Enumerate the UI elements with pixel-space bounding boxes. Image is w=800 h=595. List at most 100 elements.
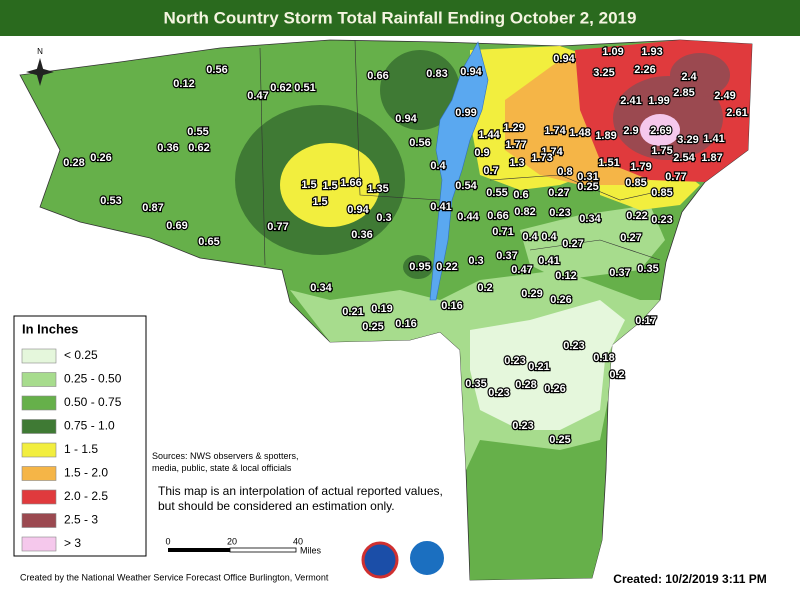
created-time: Created: 10/2/2019 3:11 PM: [613, 572, 766, 586]
station-value: 1.41: [703, 133, 724, 145]
legend-label: 0.50 - 0.75: [64, 395, 122, 409]
station-value: 0.6: [513, 189, 528, 201]
station-value: 0.2: [477, 282, 492, 294]
legend-swatch: [21, 419, 57, 434]
station-value: 0.31: [577, 171, 598, 183]
credit: Created by the National Weather Service …: [20, 572, 329, 582]
compass: [26, 58, 54, 86]
county-line: [354, 39, 441, 201]
station-value: 0.65: [198, 236, 219, 248]
station-value: 0.27: [548, 187, 569, 199]
station-value: 0.36: [157, 142, 178, 154]
station-value: 2.54: [673, 152, 695, 164]
station-value: 1.66: [340, 177, 361, 189]
scale-label: 0: [165, 536, 170, 546]
station-value: 0.12: [555, 270, 576, 282]
station-value: 0.44: [457, 211, 479, 223]
county-line: [529, 239, 661, 261]
station-value: 0.7: [483, 165, 498, 177]
station-value: 3.25: [593, 67, 614, 79]
station-value: 0.18: [593, 352, 614, 364]
station-value: 0.27: [620, 232, 641, 244]
created-box: [598, 571, 794, 589]
station-value: 0.85: [651, 187, 672, 199]
station-value: 0.94: [347, 204, 369, 216]
station-value: 0.94: [395, 113, 417, 125]
station-value: 0.21: [528, 361, 549, 373]
station-value: 0.99: [455, 107, 476, 119]
station-value: 0.22: [436, 261, 457, 273]
legend-swatch: [21, 513, 57, 528]
legend-swatch: [21, 536, 57, 552]
station-value: 0.26: [550, 294, 571, 306]
station-value: 0.23: [504, 355, 525, 367]
legend-label: 0.25 - 0.50: [64, 372, 122, 386]
legend-label: < 0.25: [64, 348, 98, 362]
station-value: 0.19: [371, 303, 392, 315]
station-value: 0.87: [142, 202, 163, 214]
legend-label: > 3: [64, 536, 81, 550]
station-value: 0.77: [267, 221, 288, 233]
station-value: 0.71: [492, 226, 513, 238]
legend-label: 1.5 - 2.0: [64, 466, 108, 480]
sources-line: Sources: NWS observers & spotters,: [152, 451, 299, 461]
station-value: 0.25: [362, 321, 383, 333]
station-value: 0.56: [206, 64, 227, 76]
station-value: 1.48: [569, 127, 590, 139]
station-value: 0.16: [441, 300, 462, 312]
station-value: 0.3: [376, 212, 391, 224]
station-value: 0.66: [487, 210, 508, 222]
station-value: 1.44: [478, 129, 500, 141]
station-value: 2.85: [673, 87, 694, 99]
station-value: 2.69: [650, 125, 671, 137]
station-value: 0.23: [563, 340, 584, 352]
station-value: 0.83: [426, 68, 447, 80]
station-value: 1.99: [648, 95, 669, 107]
sources-note: Sources: NWS observers & spotters, media…: [152, 450, 352, 474]
station-value: 0.22: [626, 210, 647, 222]
station-value: 0.16: [395, 318, 416, 330]
station-value: 1.79: [630, 161, 651, 173]
station-value: 0.69: [166, 220, 187, 232]
station-value: 1.75: [651, 145, 672, 157]
station-value: 0.85: [625, 177, 646, 189]
disclaimer: This map is an interpolation of actual r…: [158, 484, 443, 513]
scale-bar: [168, 548, 230, 552]
legend-swatch: [21, 348, 57, 364]
station-value: 0.23: [512, 420, 533, 432]
zone-gt-3: [640, 114, 680, 146]
station-value: 0.23: [651, 214, 672, 226]
station-value: 0.47: [247, 90, 268, 102]
legend-swatch: [21, 466, 57, 481]
station-value: 0.23: [549, 207, 570, 219]
station-value: 0.34: [310, 282, 332, 294]
station-value: 0.17: [635, 315, 656, 327]
lake-champlain: [429, 41, 489, 301]
scale-label: 40: [293, 536, 303, 546]
legend-label: 2.5 - 3: [64, 513, 98, 527]
zone-050-075: [470, 460, 602, 580]
nws-logo: [361, 541, 399, 579]
station-value: 0.62: [188, 142, 209, 154]
station-value: 1.77: [505, 139, 526, 151]
station-value: 0.82: [514, 206, 535, 218]
station-value: 0.41: [430, 201, 451, 213]
station-value: 0.25: [549, 434, 570, 446]
station-value: 0.35: [465, 378, 486, 390]
station-value: 0.12: [173, 78, 194, 90]
station-value: 0.51: [294, 82, 315, 94]
scale-unit: Miles: [300, 545, 322, 555]
station-value: 2.4: [681, 71, 697, 83]
station-value: 0.94: [553, 53, 575, 65]
zone-lt-025: [470, 300, 625, 430]
station-value: 1.5: [312, 196, 327, 208]
station-value: 1.73: [531, 152, 552, 164]
zone-100-150: [280, 143, 380, 227]
station-value: 0.26: [544, 383, 565, 395]
county-line: [489, 174, 666, 201]
legend-swatch: [21, 372, 57, 387]
station-value: 0.54: [455, 180, 477, 192]
station-value: 0.4: [541, 231, 557, 243]
station-value: 0.55: [486, 187, 507, 199]
